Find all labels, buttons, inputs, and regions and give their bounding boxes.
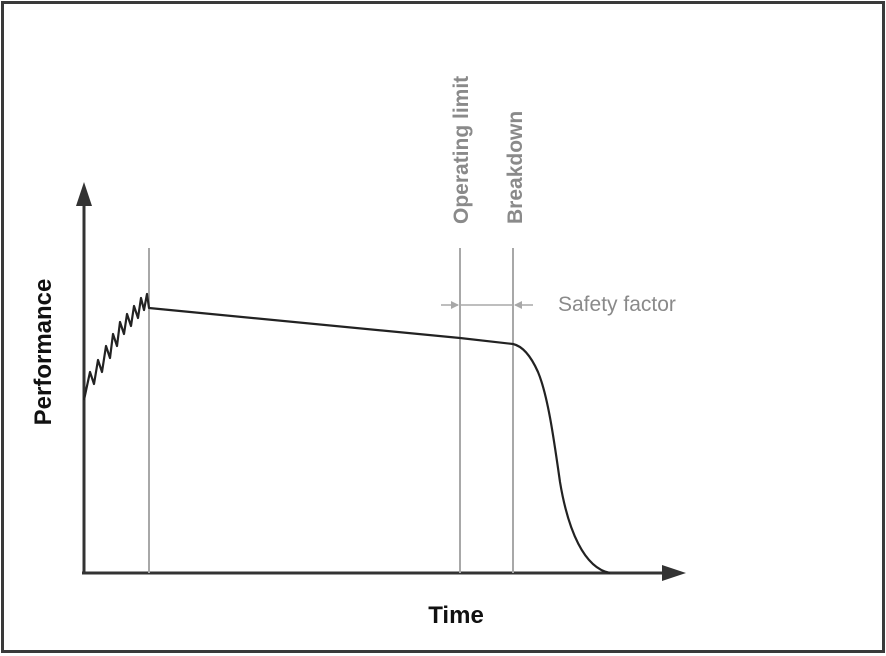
breakdown-label: Breakdown [504,111,527,224]
y-axis-label: Performance [30,279,57,426]
operating-limit-label: Operating limit [450,76,473,224]
performance-curve [82,292,611,575]
safety-factor-label: Safety factor [558,293,676,316]
x-axis-arrowhead [662,565,686,581]
x-axis-label: Time [428,602,484,629]
y-axis-arrowhead [76,182,92,206]
